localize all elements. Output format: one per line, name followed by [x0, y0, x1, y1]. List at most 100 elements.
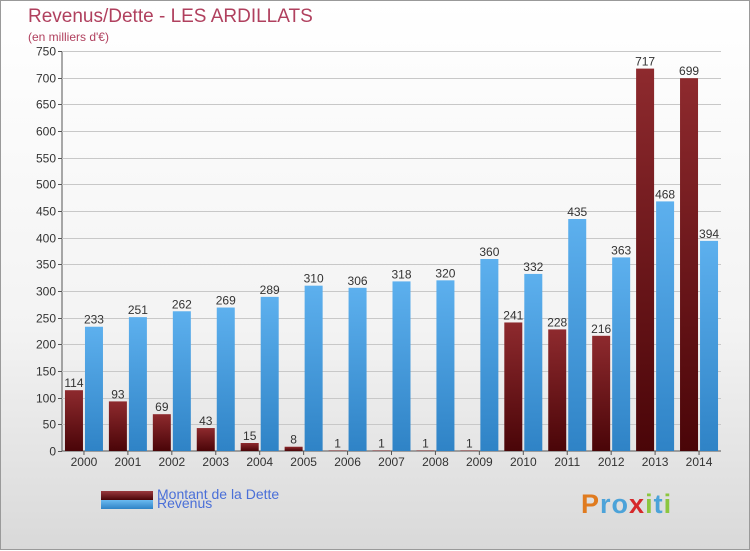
x-tick-label: 2003	[202, 455, 229, 469]
bar-revenus	[304, 285, 323, 451]
bar-dette	[548, 329, 567, 451]
y-tick-label: 350	[36, 258, 56, 272]
data-label: 1	[334, 436, 341, 450]
y-tick-label: 400	[36, 232, 56, 246]
legend-swatch-revenus	[101, 500, 153, 509]
bar-revenus	[172, 311, 191, 451]
bar-dette	[636, 68, 655, 451]
x-tick-label: 2007	[378, 455, 405, 469]
bar-revenus	[392, 281, 411, 451]
logo-letter: r	[600, 489, 612, 519]
data-label: 310	[304, 272, 324, 286]
y-tick-label: 550	[36, 152, 56, 166]
bar-dette	[592, 335, 611, 451]
x-tick-label: 2001	[115, 455, 142, 469]
x-tick-label: 2012	[598, 455, 625, 469]
y-tick-label: 700	[36, 72, 56, 86]
data-label: 320	[435, 266, 455, 280]
bar-revenus	[128, 317, 147, 451]
data-label: 69	[155, 400, 169, 414]
data-label: 93	[111, 387, 125, 401]
logo-letter: P	[581, 489, 601, 519]
bar-dette	[680, 78, 699, 451]
bar-revenus	[524, 273, 543, 451]
x-tick-label: 2002	[158, 455, 185, 469]
data-label: 1	[422, 436, 429, 450]
data-label: 318	[391, 267, 411, 281]
bar-dette	[504, 322, 523, 451]
data-label: 332	[523, 260, 543, 274]
bar-revenus	[568, 219, 587, 451]
y-tick-label: 650	[36, 98, 56, 112]
bar-dette	[328, 450, 347, 451]
logo-letter: i	[663, 489, 673, 519]
y-tick-label: 500	[36, 178, 56, 192]
data-label: 216	[591, 322, 611, 336]
x-tick-label: 2013	[642, 455, 669, 469]
data-label: 699	[679, 64, 699, 78]
bar-dette	[240, 443, 259, 451]
x-tick-label: 2000	[71, 455, 98, 469]
logo-letter: t	[653, 489, 664, 519]
data-label: 360	[479, 245, 499, 259]
data-label: 717	[635, 55, 655, 69]
bar-revenus	[612, 257, 631, 451]
bar-dette	[152, 414, 171, 451]
data-label: 1	[378, 436, 385, 450]
data-label: 43	[199, 414, 213, 428]
bar-revenus	[436, 280, 455, 451]
data-label: 251	[128, 303, 148, 317]
data-label: 363	[611, 243, 631, 257]
logo-letter: o	[611, 489, 630, 519]
logo-letter: x	[629, 489, 646, 519]
x-tick-label: 2004	[246, 455, 273, 469]
bar-dette	[196, 428, 215, 451]
bar-dette	[284, 446, 303, 451]
data-label: 228	[547, 315, 567, 329]
data-label: 394	[699, 227, 719, 241]
y-tick-label: 750	[36, 45, 56, 59]
data-label: 306	[348, 274, 368, 288]
x-tick-label: 2008	[422, 455, 449, 469]
y-tick-label: 50	[43, 418, 57, 432]
bar-dette	[416, 450, 435, 451]
bar-dette	[460, 450, 479, 451]
data-label: 262	[172, 297, 192, 311]
proxiti-logo: Proxiti	[581, 489, 672, 520]
y-tick-label: 600	[36, 125, 56, 139]
logo-letter: i	[645, 489, 654, 519]
x-tick-label: 2011	[554, 455, 580, 469]
legend-label-revenus: Revenus	[157, 495, 213, 511]
y-tick-label: 150	[36, 365, 56, 379]
bar-revenus	[260, 296, 279, 451]
bar-revenus	[700, 240, 719, 451]
bar-dette	[64, 390, 83, 451]
bar-dette	[108, 401, 127, 451]
data-label: 15	[243, 429, 257, 443]
bar-revenus	[216, 307, 235, 451]
chart-title: Revenus/Dette - LES ARDILLATS	[28, 6, 313, 27]
bar-dette	[372, 450, 391, 451]
bar-revenus	[348, 287, 367, 451]
data-label: 114	[64, 376, 83, 390]
data-label: 8	[290, 433, 297, 447]
y-tick-label: 450	[36, 205, 56, 219]
x-tick-label: 2009	[466, 455, 493, 469]
data-label: 1	[466, 436, 473, 450]
y-tick-label: 0	[49, 445, 56, 459]
y-tick-label: 100	[36, 392, 56, 406]
x-tick-label: 2006	[334, 455, 361, 469]
y-tick-label: 300	[36, 285, 56, 299]
x-tick-label: 2005	[290, 455, 317, 469]
bar-revenus	[656, 201, 675, 451]
data-label: 233	[84, 313, 104, 327]
x-tick-label: 2010	[510, 455, 537, 469]
bar-revenus	[480, 259, 499, 451]
data-label: 241	[503, 308, 523, 322]
data-label: 289	[260, 283, 280, 297]
data-label: 435	[567, 205, 587, 219]
bar-revenus	[84, 326, 103, 451]
data-label: 468	[655, 187, 675, 201]
